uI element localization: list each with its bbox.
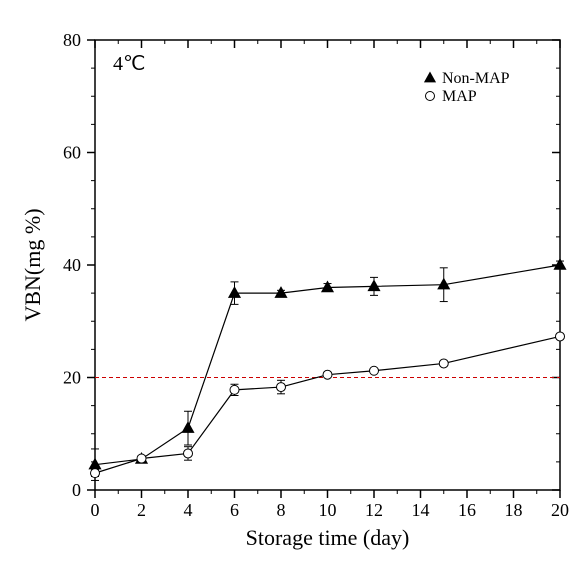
x-tick-label: 16: [458, 500, 476, 520]
vbn-chart: 0 2 4 6 8 10 12 14 16 18 20 0 20 40 60 80 Storage time (…: [0, 0, 584, 576]
marker-triangle: [425, 73, 435, 82]
x-tick-label: 10: [319, 500, 337, 520]
marker-triangle: [322, 282, 333, 292]
condition-label: 4℃: [113, 53, 145, 75]
marker-triangle: [229, 287, 240, 297]
marker-circle: [230, 385, 239, 394]
x-tick-label: 0: [91, 500, 100, 520]
x-tick-label: 18: [505, 500, 523, 520]
chart-svg: 0 2 4 6 8 10 12 14 16 18 20 0 20 40 60 80 Storage time (…: [0, 0, 584, 576]
plot-border: [95, 40, 560, 490]
marker-circle: [439, 359, 448, 368]
x-tick-label: 12: [365, 500, 383, 520]
series-line-Non-MAP: [95, 265, 560, 465]
marker-triangle: [182, 422, 193, 432]
y-tick-label: 0: [72, 480, 81, 500]
y-tick-label: 40: [63, 255, 81, 275]
y-axis-label: VBN(mg %): [20, 208, 45, 321]
marker-circle: [323, 370, 332, 379]
x-tick-label: 20: [551, 500, 569, 520]
x-tick-label: 6: [230, 500, 239, 520]
marker-circle: [556, 332, 565, 341]
legend-label: MAP: [442, 88, 477, 105]
marker-triangle: [554, 259, 565, 269]
marker-circle: [137, 454, 146, 463]
marker-circle: [184, 449, 193, 458]
x-tick-label: 4: [184, 500, 193, 520]
legend-label: Non-MAP: [442, 70, 510, 87]
x-tick-label: 8: [277, 500, 286, 520]
y-tick-label: 20: [63, 368, 81, 388]
x-tick-label: 14: [412, 500, 430, 520]
y-tick-label: 60: [63, 143, 81, 163]
marker-circle: [426, 92, 435, 101]
x-tick-label: 2: [137, 500, 146, 520]
marker-triangle: [368, 280, 379, 290]
marker-circle: [91, 469, 100, 478]
marker-circle: [277, 383, 286, 392]
x-axis-label: Storage time (day): [246, 525, 410, 550]
y-tick-label: 80: [63, 30, 81, 50]
marker-circle: [370, 366, 379, 375]
series-line-MAP: [95, 336, 560, 473]
